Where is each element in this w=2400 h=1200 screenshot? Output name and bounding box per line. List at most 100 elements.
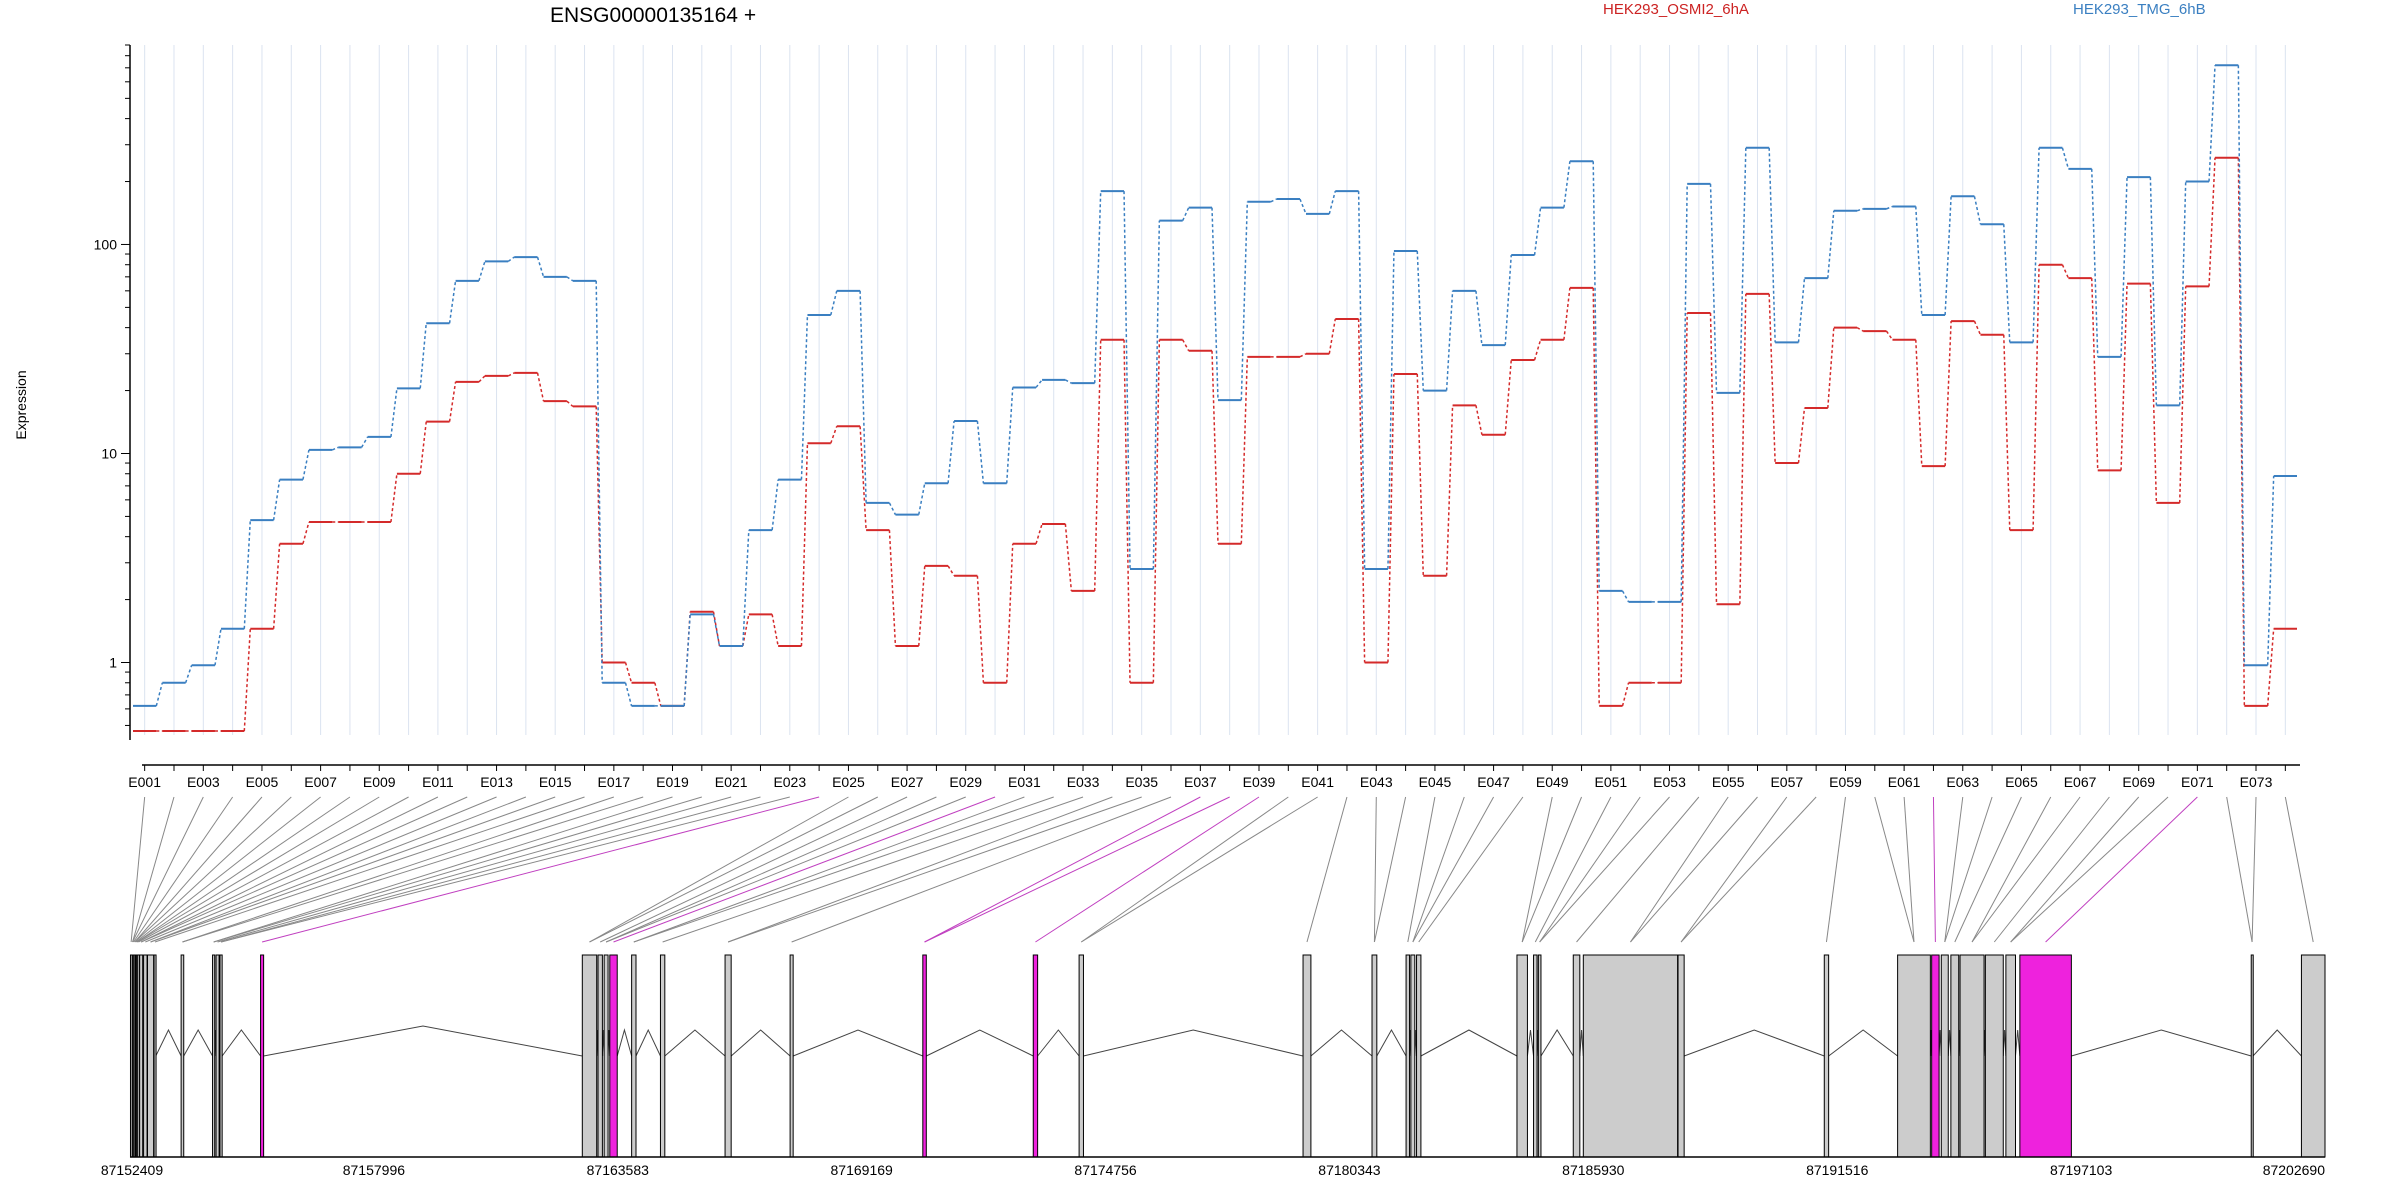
series-connector (1797, 407, 1806, 464)
x-tick-label: E061 (1888, 774, 1921, 790)
series-connector (888, 502, 897, 515)
intron-line (616, 1028, 633, 1057)
x-tick-label: E005 (246, 774, 279, 790)
bin-mapping-line (589, 796, 849, 943)
exon-box-highlight (260, 954, 265, 1158)
plot-area: 1 10 100 E001 E003 E005 E007 E009 E011 E013 E015 E0… (94, 44, 2300, 790)
series-connector (478, 261, 486, 282)
series-connector (1592, 287, 1600, 706)
series-connector (2061, 264, 2070, 279)
x-tick-label: E029 (949, 774, 982, 790)
series-connector (2237, 157, 2246, 706)
series-connector (683, 611, 691, 706)
x-tick-label: E015 (539, 774, 572, 790)
exon-box (153, 954, 157, 1158)
series-connector (1621, 682, 1630, 707)
bin-mapping-line (150, 796, 527, 943)
exon-box (219, 954, 223, 1158)
bin-mapping-line (633, 796, 1054, 943)
series-connector (742, 614, 750, 647)
series-connector (2266, 476, 2275, 666)
x-tick-label: E041 (1301, 774, 1334, 790)
genomic-coordinate-label: 87174756 (1074, 1162, 1137, 1178)
x-tick-label: E055 (1712, 774, 1745, 790)
intron-line (2252, 1029, 2302, 1057)
series-connector (654, 682, 662, 707)
bin-mapping-line (1534, 796, 1612, 943)
intron-line (183, 1028, 213, 1057)
bin-mapping-line (1680, 796, 1817, 943)
bin-mapping-line (1412, 796, 1495, 943)
series-connector (624, 682, 633, 707)
x-tick-label: E043 (1360, 774, 1393, 790)
bin-mapping-line (1944, 796, 1993, 943)
series-connector (830, 290, 838, 316)
bin-mapping-line (132, 796, 204, 943)
x-tick-label: E023 (773, 774, 806, 790)
bin-mapping-line (1081, 796, 1318, 943)
series-connector (2120, 177, 2128, 357)
bin-mapping-line (1521, 796, 1553, 943)
bin-mapping-line (132, 796, 175, 943)
series-2 (133, 64, 2297, 707)
series-connector (272, 543, 281, 629)
series-connector (1035, 379, 1043, 388)
series-connector (859, 290, 867, 503)
series-connector (1035, 523, 1043, 544)
bin-mapping-line (791, 796, 1172, 943)
legend-series-b: HEK293_TMG_6hB (2073, 1, 2206, 18)
series-connector (1299, 353, 1307, 358)
series-connector (1504, 254, 1512, 346)
series-connector (507, 372, 515, 377)
series-connector (1504, 359, 1512, 435)
intron-line (1083, 1029, 1304, 1057)
exon-box (581, 954, 598, 1158)
bin-mapping-line (599, 796, 908, 943)
series-connector (331, 446, 339, 451)
bin-mapping-line (1630, 796, 1758, 943)
series-connector (1416, 251, 1425, 391)
x-tick-label: E003 (187, 774, 220, 790)
series-connector (419, 323, 427, 389)
series-connector (1533, 339, 1542, 361)
x-tick-label: E017 (597, 774, 630, 790)
series-connector (1357, 318, 1366, 663)
x-tick-label: E021 (715, 774, 748, 790)
series-connector (1886, 205, 1893, 210)
bin-mapping-line (1373, 796, 1377, 943)
bin-mapping-line (1993, 796, 2110, 943)
series-connector (1328, 190, 1337, 215)
bin-mapping-line (140, 796, 468, 943)
series-connector (1856, 208, 1864, 212)
exon-box (1410, 954, 1416, 1158)
bin-mapping-line (136, 796, 380, 943)
series-connector (624, 662, 633, 683)
series-1 (133, 156, 2297, 733)
bin-mapping-line (134, 796, 263, 943)
series-connector (272, 479, 281, 521)
bin-mapping-line (220, 796, 790, 943)
bin-mapping-line (261, 796, 820, 943)
series-connector (536, 372, 545, 402)
x-tick-label: E073 (2240, 774, 2273, 790)
series-connector (800, 443, 809, 646)
exon-box-highlight (1931, 954, 1940, 1158)
bin-mapping-line (1932, 796, 1936, 943)
exon-box (1516, 954, 1528, 1158)
bin-mapping-line (2284, 796, 2314, 943)
series-connector (1211, 350, 1219, 544)
intron-line (1526, 1029, 1535, 1057)
series-connector (947, 565, 955, 577)
series-connector (1915, 339, 1923, 467)
series-connector (918, 565, 926, 647)
series-connector (1827, 327, 1835, 409)
series-connector (712, 611, 721, 647)
series-connector (390, 473, 398, 523)
exon-box (1078, 954, 1084, 1158)
series-connector (888, 530, 897, 647)
bin-mapping-line (2226, 796, 2253, 943)
series-connector (1944, 196, 1952, 315)
exon-box (659, 954, 666, 1158)
exon-box (1533, 954, 1538, 1158)
series-connector (155, 682, 164, 707)
